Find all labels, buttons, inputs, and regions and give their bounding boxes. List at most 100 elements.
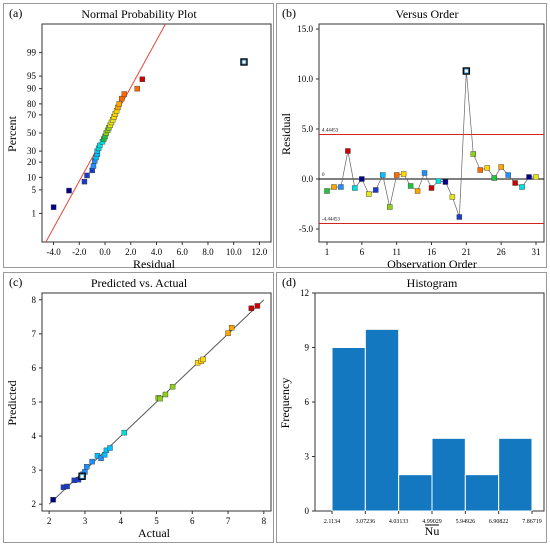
y-tick-label: 80 bbox=[27, 99, 37, 109]
data-point bbox=[366, 191, 372, 197]
x-tick-label: -4.0 bbox=[46, 247, 61, 257]
data-point bbox=[519, 184, 525, 190]
lower-control-label: -4.44453 bbox=[322, 217, 340, 222]
y-tick-label: 95 bbox=[27, 71, 37, 81]
data-point bbox=[400, 171, 407, 177]
x-tick-label: 4 bbox=[118, 516, 123, 526]
data-point bbox=[414, 188, 421, 194]
plot-frame bbox=[318, 23, 545, 243]
panel-predicted-vs-actual: Predicted vs. Actual 2 3 4 5 6 7 8 2 3 4 5 6 7 8 Actual… bbox=[3, 272, 274, 543]
y-tick-label: 1 bbox=[32, 208, 37, 218]
x-tick-label: 12.0 bbox=[252, 247, 268, 257]
y-tick-label: 0.0 bbox=[302, 174, 314, 184]
chart-predicted-vs-actual: Predicted vs. Actual 2 3 4 5 6 7 8 2 3 4 5 6 7 8 Actual… bbox=[5, 276, 272, 540]
y-tick-label: 9 bbox=[305, 343, 310, 353]
upper-control-label: 4.44453 bbox=[322, 129, 339, 134]
data-point bbox=[533, 174, 539, 180]
data-point bbox=[139, 76, 146, 82]
data-point bbox=[200, 356, 206, 363]
y-tick-label: 70 bbox=[27, 110, 37, 120]
data-point bbox=[477, 167, 483, 173]
x-tick-label: 11 bbox=[392, 247, 401, 257]
data-point bbox=[386, 204, 393, 210]
data-point bbox=[134, 85, 140, 92]
histogram-bar bbox=[464, 474, 500, 512]
data-point bbox=[442, 179, 449, 185]
x-axis-label: Observation Order bbox=[387, 257, 477, 269]
center-label: 0 bbox=[322, 173, 325, 178]
x-tick-label: 1 bbox=[325, 247, 330, 257]
x-tick-label: 6.0 bbox=[177, 247, 189, 257]
x-tick-label: 3.07236 bbox=[356, 519, 376, 525]
panel-label-d: (d) bbox=[282, 275, 296, 289]
x-tick-label: 6 bbox=[360, 247, 365, 257]
x-tick-label: 16 bbox=[427, 247, 437, 257]
y-tick-label: 10 bbox=[27, 172, 37, 182]
data-point bbox=[484, 165, 490, 171]
x-axis-label: Actual bbox=[138, 526, 171, 540]
data-point bbox=[435, 178, 442, 184]
y-tick-label: 15.0 bbox=[297, 24, 313, 34]
y-tick-label: 3 bbox=[32, 465, 37, 475]
data-point bbox=[359, 176, 365, 182]
y-tick-label: 2 bbox=[32, 499, 37, 509]
data-point bbox=[119, 95, 125, 102]
x-tick-label: 4.99029 bbox=[422, 519, 442, 525]
data-point bbox=[240, 58, 248, 66]
data-point-inner bbox=[79, 473, 85, 479]
x-tick-label: 2.0 bbox=[125, 247, 137, 257]
data-point bbox=[84, 464, 90, 470]
data-point bbox=[84, 172, 90, 179]
data-point bbox=[352, 185, 358, 191]
panel-label-a: (a) bbox=[9, 6, 23, 20]
data-point bbox=[449, 194, 456, 200]
x-tick-label: 10.0 bbox=[226, 247, 242, 257]
x-tick-label: 2.1134 bbox=[324, 519, 340, 525]
panel-versus-order: Versus Order -5.0 0.0 5.0 10.0 15.0 1 6 11 16 21 26… bbox=[276, 3, 547, 269]
y-tick-label: 0 bbox=[305, 506, 310, 516]
data-point bbox=[157, 395, 163, 402]
x-tick-label: 6 bbox=[190, 516, 195, 526]
x-axis-label: Nu bbox=[425, 524, 440, 538]
y-tick-label: 20 bbox=[27, 157, 37, 167]
chart-title: Versus Order bbox=[396, 7, 459, 21]
x-tick-label: 4.03133 bbox=[389, 519, 409, 525]
data-point bbox=[526, 174, 532, 180]
y-tick-label: 10.0 bbox=[297, 74, 313, 84]
y-tick-label: 8 bbox=[32, 295, 37, 305]
data-point bbox=[421, 170, 428, 176]
data-point bbox=[90, 163, 97, 169]
chart-title: Normal Probability Plot bbox=[81, 7, 197, 21]
data-point bbox=[50, 204, 57, 210]
data-point bbox=[50, 497, 56, 503]
y-tick-label: 90 bbox=[27, 84, 37, 94]
data-point bbox=[225, 330, 231, 336]
data-point bbox=[107, 445, 113, 451]
data-point bbox=[121, 429, 127, 436]
y-tick-label: 7 bbox=[32, 329, 37, 339]
chart-versus-order: Versus Order-5.00.05.010.015.01 6 11 16 21 26… bbox=[279, 7, 545, 269]
residual-line bbox=[326, 70, 536, 218]
chart-title: Predicted vs. Actual bbox=[91, 276, 188, 290]
x-tick-label: 26 bbox=[497, 247, 507, 257]
data-point bbox=[169, 383, 176, 390]
data-point bbox=[81, 178, 88, 185]
data-point bbox=[89, 458, 95, 465]
y-tick-label: 3 bbox=[305, 452, 310, 462]
data-point bbox=[428, 185, 435, 191]
x-tick-label: 7.86719 bbox=[522, 519, 542, 525]
data-point bbox=[66, 187, 72, 194]
histogram-bar bbox=[498, 437, 533, 512]
data-point bbox=[456, 214, 463, 220]
x-tick-label: -2.0 bbox=[72, 247, 87, 257]
data-point-inner bbox=[463, 68, 469, 74]
x-tick-label: 7 bbox=[226, 516, 231, 526]
x-tick-label: 31 bbox=[532, 247, 541, 257]
y-axis-label: Residual bbox=[279, 112, 293, 155]
histogram-bar bbox=[398, 474, 433, 512]
chart-normal-probability: Normal Probability Plot -4.0 -2.0 0.0 2.0 4.0… bbox=[5, 7, 272, 269]
y-axis-label: Frequency bbox=[278, 378, 292, 429]
data-point bbox=[498, 164, 504, 170]
x-tick-label: 8 bbox=[262, 516, 267, 526]
data-point bbox=[462, 67, 471, 75]
